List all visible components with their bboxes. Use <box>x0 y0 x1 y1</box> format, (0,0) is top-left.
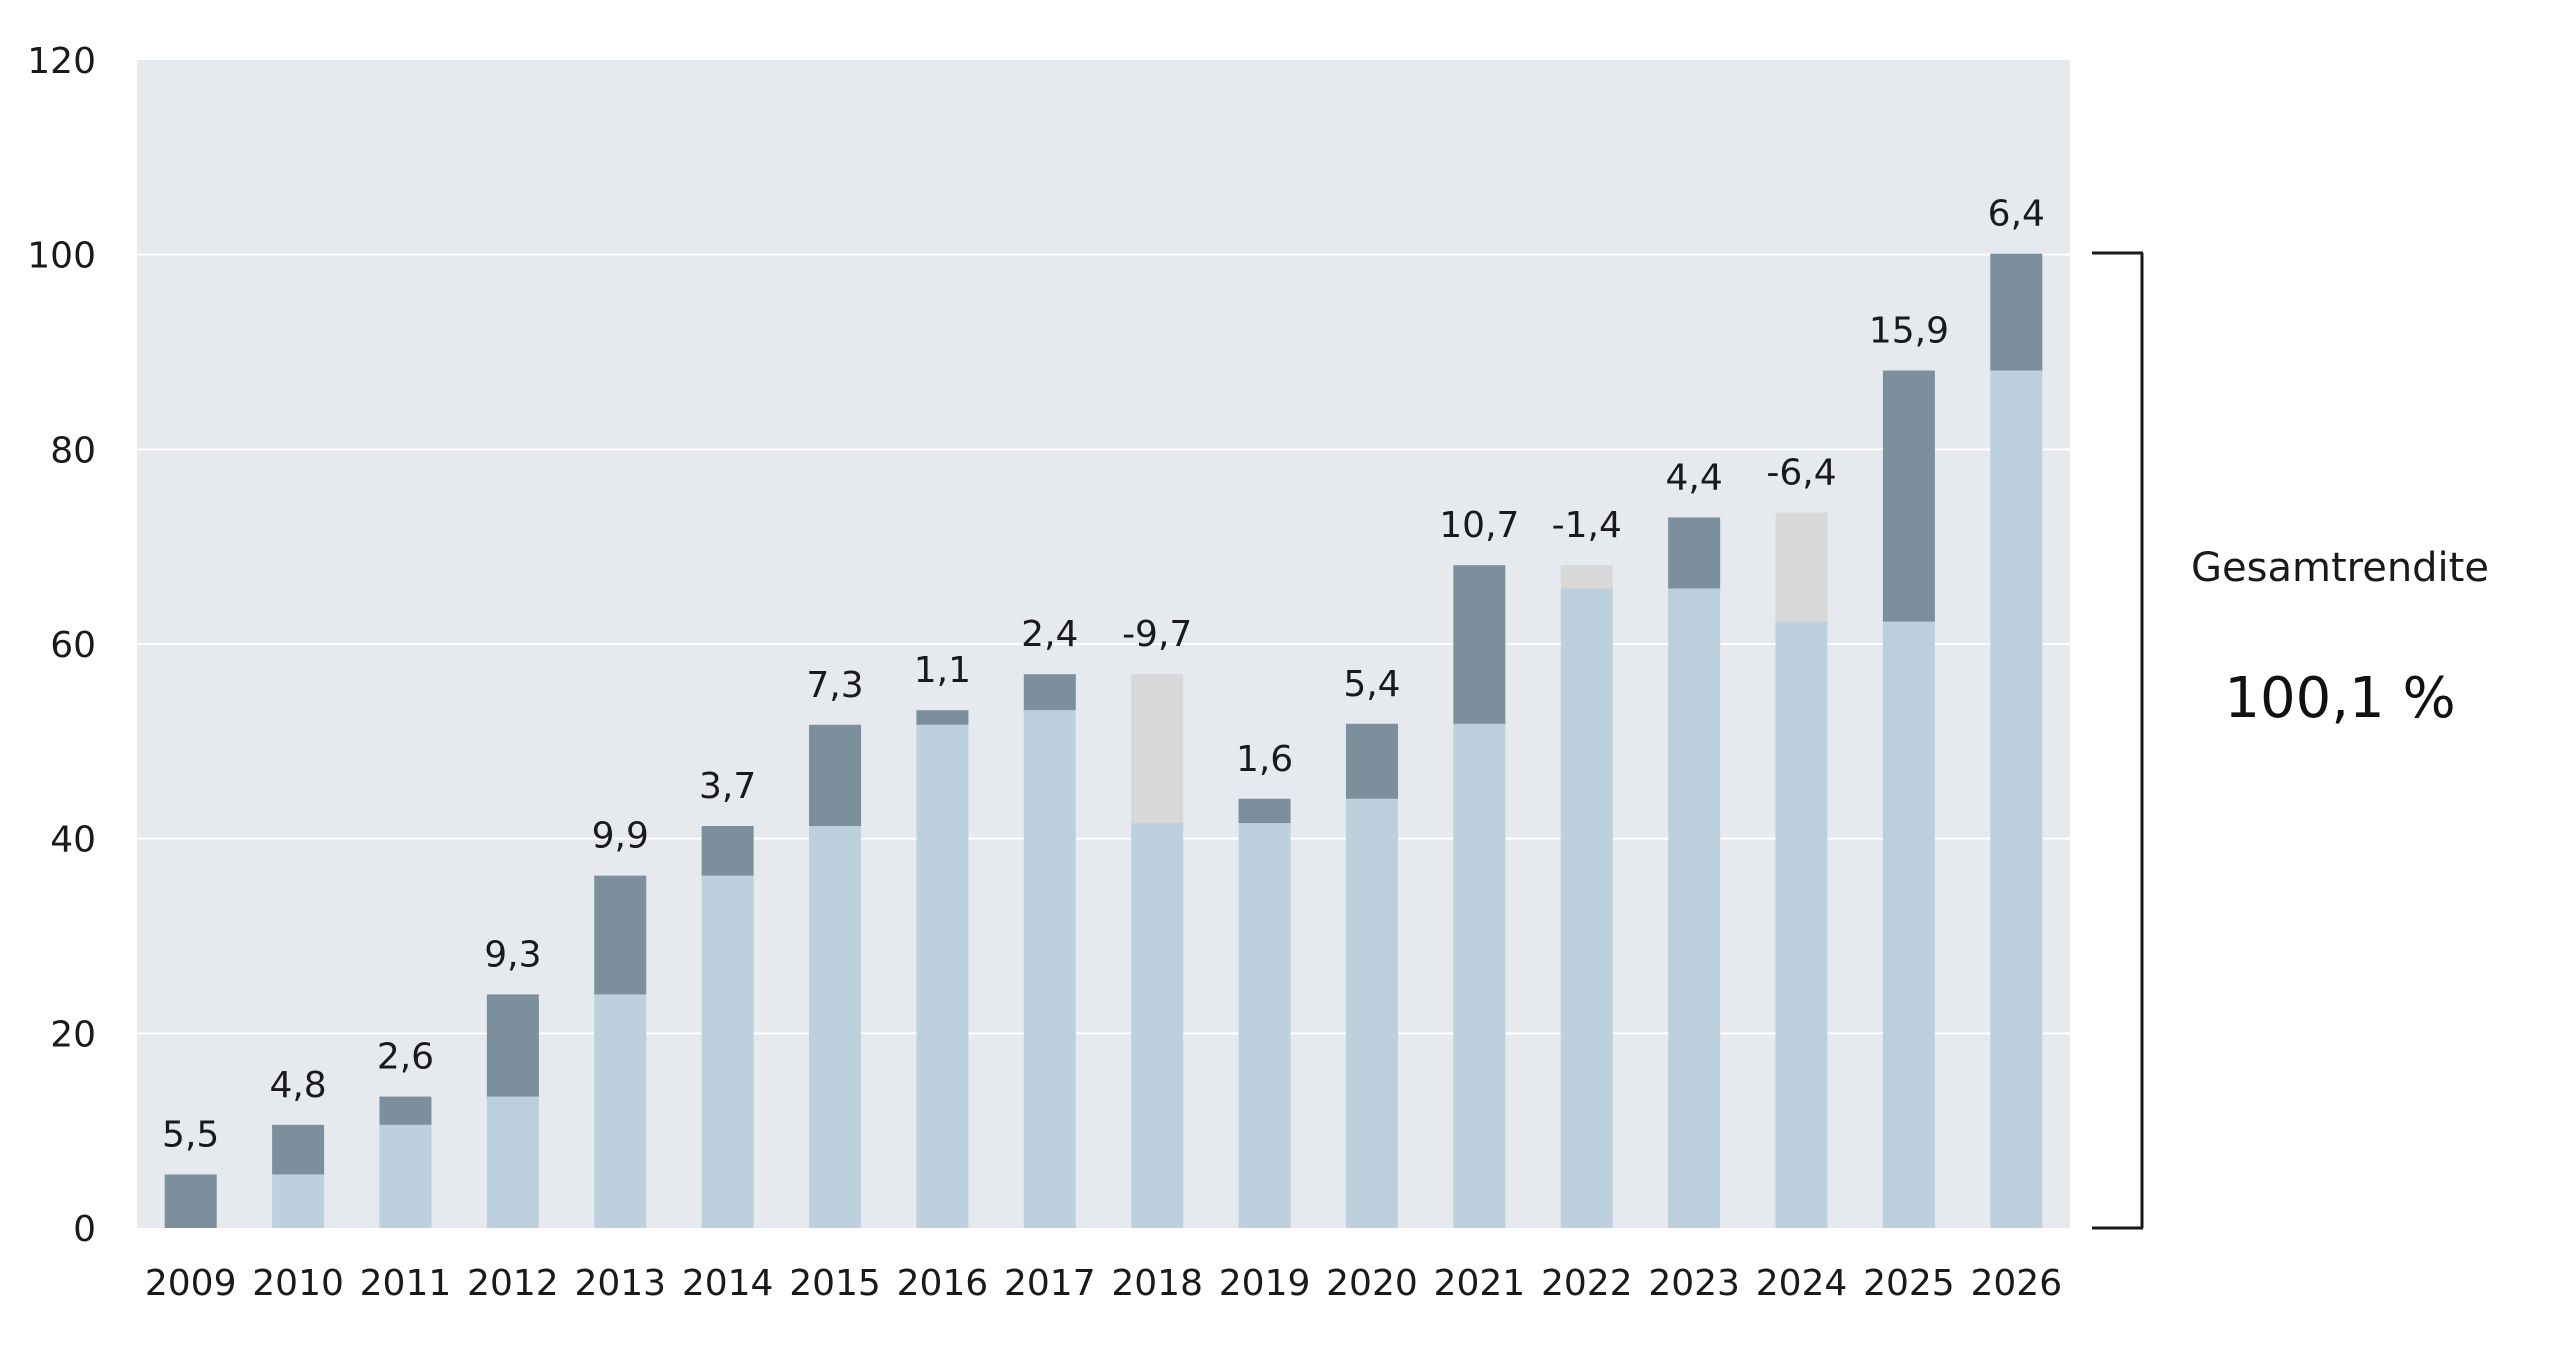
bar-gain-segment-2016 <box>916 710 969 725</box>
x-tick-label-2020: 2020 <box>1326 1263 1418 1304</box>
data-label-2014: 3,7 <box>699 766 756 807</box>
x-tick-label-2015: 2015 <box>789 1263 881 1304</box>
bar-base-segment-2011 <box>379 1124 432 1228</box>
x-tick-label-2016: 2016 <box>897 1263 989 1304</box>
bars <box>164 253 2043 1228</box>
x-axis: 2009 2010 2011 2012 2013 2014 2015 2016 2017 2018… <box>145 1263 2062 1304</box>
bar-base-segment-2018 <box>1131 823 1184 1228</box>
y-tick-label: 20 <box>50 1014 96 1055</box>
data-label-2009: 5,5 <box>162 1114 219 1155</box>
data-label-2016: 1,1 <box>914 650 971 691</box>
bar-base-segment-2016 <box>916 724 969 1228</box>
bar-base-segment-2024 <box>1775 621 1828 1228</box>
summary-value: 100,1 % <box>2224 666 2455 731</box>
x-tick-label-2011: 2011 <box>360 1263 452 1304</box>
bar-gain-segment-2023 <box>1668 517 1721 589</box>
x-tick-label-2026: 2026 <box>1970 1263 2062 1304</box>
bar-gain-segment-2009 <box>164 1174 217 1228</box>
data-label-2018: -9,7 <box>1122 614 1192 655</box>
x-tick-label-2021: 2021 <box>1434 1263 1526 1304</box>
data-label-2021: 10,7 <box>1439 505 1519 546</box>
data-label-2019: 1,6 <box>1236 739 1293 780</box>
data-labels: 5,5 4,8 2,6 9,3 9,9 3,7 7,3 1,1 2,4 -9,7 1,6 5,4 10,… <box>162 194 2045 1156</box>
y-tick-label: 100 <box>27 236 96 277</box>
y-tick-label: 80 <box>50 430 96 471</box>
gridlines <box>137 253 2070 1035</box>
x-tick-label-2017: 2017 <box>1004 1263 1096 1304</box>
bar-base-segment-2021 <box>1453 723 1506 1228</box>
data-label-2011: 2,6 <box>377 1037 434 1078</box>
bar-loss-segment-2024 <box>1775 512 1828 622</box>
y-tick-label: 120 <box>27 41 96 82</box>
bar-base-segment-2013 <box>594 994 647 1228</box>
data-label-2026: 6,4 <box>1988 194 2045 235</box>
data-label-2012: 9,3 <box>484 934 541 975</box>
bar-gain-segment-2019 <box>1238 798 1291 824</box>
data-label-2022: -1,4 <box>1552 505 1622 546</box>
x-tick-label-2014: 2014 <box>682 1263 774 1304</box>
bar-base-segment-2014 <box>701 875 754 1228</box>
data-label-2020: 5,4 <box>1343 664 1400 705</box>
x-tick-label-2024: 2024 <box>1756 1263 1848 1304</box>
bar-base-segment-2010 <box>272 1174 325 1228</box>
bar-base-segment-2022 <box>1560 588 1613 1228</box>
y-tick-label: 60 <box>50 625 96 666</box>
bar-gain-segment-2026 <box>1990 253 2043 371</box>
bar-gain-segment-2014 <box>701 826 754 876</box>
x-tick-label-2009: 2009 <box>145 1263 237 1304</box>
bar-base-segment-2025 <box>1882 621 1935 1228</box>
data-label-2023: 4,4 <box>1666 457 1723 498</box>
data-label-2025: 15,9 <box>1869 310 1949 351</box>
bar-gain-segment-2012 <box>486 994 539 1097</box>
bar-loss-segment-2018 <box>1131 674 1184 824</box>
bar-gain-segment-2010 <box>272 1124 325 1175</box>
bar-base-segment-2017 <box>1023 710 1076 1228</box>
x-tick-label-2018: 2018 <box>1111 1263 1203 1304</box>
bar-base-segment-2012 <box>486 1096 539 1228</box>
data-label-2010: 4,8 <box>269 1065 326 1106</box>
x-tick-label-2013: 2013 <box>574 1263 666 1304</box>
y-tick-label: 40 <box>50 820 96 861</box>
bar-base-segment-2023 <box>1668 588 1721 1228</box>
data-label-2017: 2,4 <box>1021 614 1078 655</box>
x-tick-label-2010: 2010 <box>252 1263 344 1304</box>
x-tick-label-2025: 2025 <box>1863 1263 1955 1304</box>
x-tick-label-2019: 2019 <box>1219 1263 1311 1304</box>
bar-base-segment-2020 <box>1345 798 1398 1228</box>
bar-base-segment-2026 <box>1990 370 2043 1228</box>
bar-base-segment-2019 <box>1238 823 1291 1228</box>
total-return-bracket <box>2092 251 2144 1230</box>
bar-gain-segment-2013 <box>594 875 647 995</box>
summary-label: Gesamtrendite <box>2191 545 2489 591</box>
bar-loss-segment-2022 <box>1560 565 1613 589</box>
bar-gain-segment-2020 <box>1345 723 1398 799</box>
data-label-2024: -6,4 <box>1766 453 1836 494</box>
x-tick-label-2022: 2022 <box>1541 1263 1633 1304</box>
bar-gain-segment-2021 <box>1453 565 1506 724</box>
data-label-2015: 7,3 <box>806 665 863 706</box>
y-tick-label: 0 <box>73 1209 96 1250</box>
bar-base-segment-2015 <box>809 826 862 1228</box>
x-tick-label-2012: 2012 <box>467 1263 559 1304</box>
bar-gain-segment-2011 <box>379 1096 432 1125</box>
y-axis: 0 20 40 60 80 100 120 <box>27 41 96 1250</box>
x-tick-label-2023: 2023 <box>1648 1263 1740 1304</box>
bar-gain-segment-2015 <box>809 724 862 827</box>
data-label-2013: 9,9 <box>592 816 649 857</box>
bar-gain-segment-2017 <box>1023 674 1076 711</box>
bar-gain-segment-2025 <box>1882 370 1935 622</box>
